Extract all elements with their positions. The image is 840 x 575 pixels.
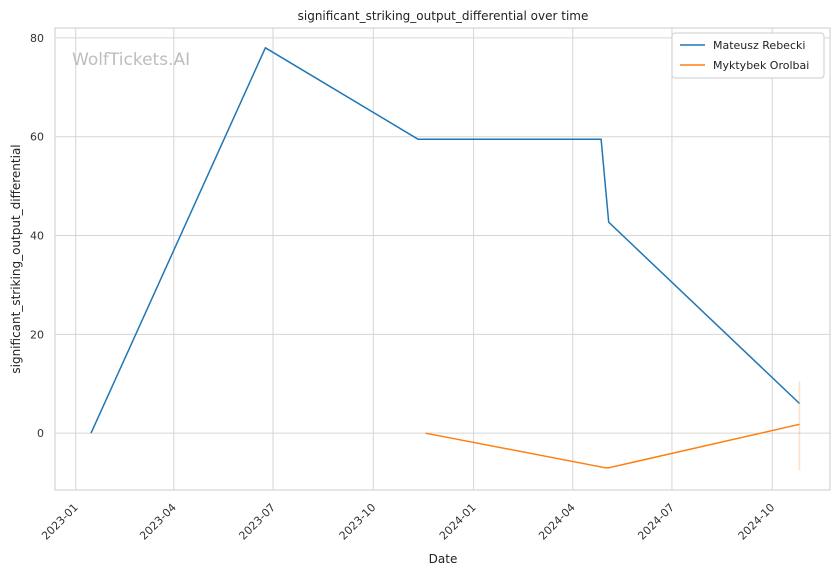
x-tick-label: 2023-10 — [337, 501, 379, 543]
grid — [55, 28, 830, 490]
series-0-line — [90, 47, 801, 434]
x-tick-label: 2023-04 — [137, 501, 179, 543]
y-tick-label: 20 — [30, 328, 44, 341]
x-tick-label: 2024-07 — [635, 501, 677, 543]
series-layer — [90, 47, 801, 471]
x-tick-label: 2024-04 — [536, 501, 578, 543]
x-axis-ticks: 2023-01 2023-04 2023-07 2023-10 2024-01 2024-… — [39, 501, 777, 543]
x-tick-label: 2024-01 — [437, 501, 479, 543]
legend-label-myktybek: Myktybek Orolbai — [713, 59, 809, 72]
x-axis-title: Date — [429, 552, 458, 566]
y-axis-title: significant_striking_output_differential — [9, 144, 23, 373]
y-tick-label: 60 — [30, 131, 44, 144]
x-tick-label: 2024-10 — [736, 501, 778, 543]
legend-label-mateusz: Mateusz Rebecki — [713, 39, 805, 52]
x-tick-label: 2023-07 — [236, 501, 278, 543]
series-1-line — [425, 423, 800, 469]
y-tick-label: 0 — [37, 427, 44, 440]
y-axis-ticks: 0 20 40 60 80 — [30, 32, 44, 440]
watermark-text: WolfTickets.AI — [72, 50, 190, 70]
plot-area — [54, 27, 831, 491]
x-tick-label: 2023-01 — [39, 501, 81, 543]
legend-box — [671, 32, 825, 79]
chart-title: significant_striking_output_differential… — [298, 9, 589, 23]
legend: Mateusz Rebecki Myktybek Orolbai — [671, 32, 825, 79]
y-tick-label: 40 — [30, 230, 44, 243]
y-tick-label: 80 — [30, 32, 44, 45]
